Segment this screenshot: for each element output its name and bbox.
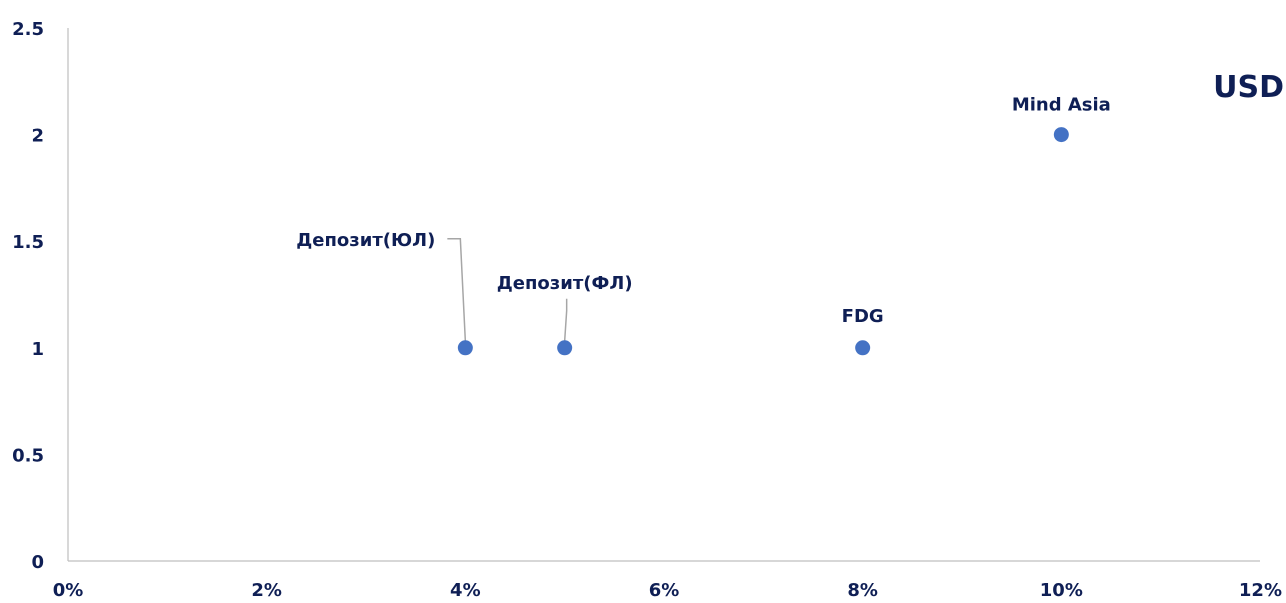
leader-line <box>563 298 568 341</box>
x-tick-label: 12% <box>1239 580 1282 601</box>
point-label: FDG <box>842 306 884 327</box>
x-tick-label: 10% <box>1040 580 1083 601</box>
x-tick-label: 8% <box>847 580 878 601</box>
point-label: Депозит(ЮЛ) <box>296 230 435 251</box>
point-labels: Депозит(ЮЛ) Депозит(ФЛ) FDG Mind Asia <box>296 95 1111 327</box>
y-tick-label: 2.5 <box>12 19 44 40</box>
data-point <box>457 340 473 356</box>
leader-lines <box>447 238 568 341</box>
data-point <box>1053 127 1069 143</box>
data-points <box>457 127 1069 356</box>
x-tick-labels: 0% 2% 4% 6% 8% 10% 12% <box>53 580 1282 601</box>
data-point <box>855 340 871 356</box>
y-tick-label: 2 <box>31 126 44 147</box>
point-label: Mind Asia <box>1012 95 1111 116</box>
y-tick-label: 1 <box>31 339 44 360</box>
y-tick-label: 0 <box>31 552 44 573</box>
y-tick-label: 1.5 <box>12 232 44 253</box>
x-tick-label: 2% <box>251 580 282 601</box>
data-point <box>557 340 573 356</box>
x-tick-label: 4% <box>450 580 481 601</box>
point-label: Депозит(ФЛ) <box>497 273 633 294</box>
y-tick-labels: 0 0.5 1 1.5 2 2.5 <box>12 19 44 573</box>
y-tick-label: 0.5 <box>12 445 44 466</box>
x-tick-label: 6% <box>649 580 680 601</box>
currency-annotation: USD <box>1213 70 1284 105</box>
x-tick-label: 0% <box>53 580 84 601</box>
chart-axes <box>67 28 1260 562</box>
leader-line <box>447 238 467 341</box>
